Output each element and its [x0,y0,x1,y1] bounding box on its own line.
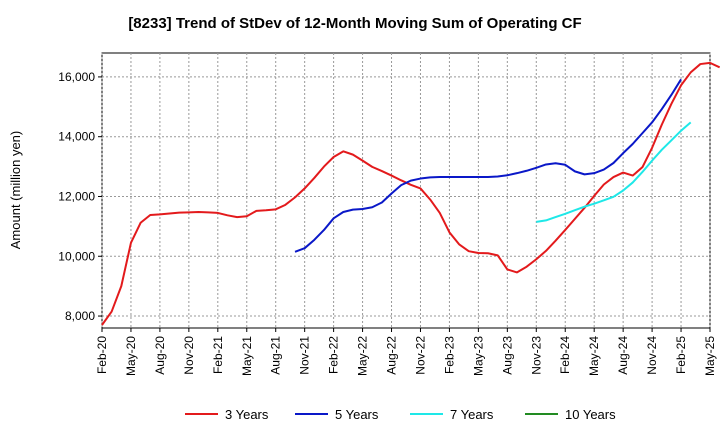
series-line-5-years [294,78,682,253]
series-line-3-years [101,61,720,326]
y-tick-label: 8,000 [65,309,95,323]
x-tick-label: May-23 [471,336,485,376]
x-tick-label: Nov-21 [298,336,312,375]
series-lines [101,61,720,326]
y-tick-label: 16,000 [58,70,95,84]
legend-label: 3 Years [225,407,269,422]
x-tick-label: Feb-22 [327,336,341,374]
x-tick-label: May-21 [240,336,254,376]
x-tick-label: May-20 [124,336,138,376]
x-tick-label: Feb-24 [558,336,572,374]
y-tick-label: 12,000 [58,189,95,203]
y-tick-label: 14,000 [58,130,95,144]
x-tick-label: May-25 [703,336,717,376]
x-tick-label: Aug-20 [153,336,167,375]
x-tick-label: Nov-20 [182,336,196,375]
series-line-7-years [536,121,692,223]
plot-area [101,52,711,329]
x-tick-label: Aug-21 [269,336,283,375]
x-tick-label: Aug-24 [616,336,630,375]
legend-label: 5 Years [335,407,379,422]
y-axis-ticks: 8,000 10,000 12,000 14,000 16,000 [58,70,102,323]
x-tick-label: Nov-23 [529,336,543,375]
x-tick-label: May-22 [356,336,370,376]
x-tick-label: Feb-25 [674,336,688,374]
legend-label: 7 Years [450,407,494,422]
y-tick-label: 10,000 [58,249,95,263]
x-tick-label: Nov-22 [413,336,427,375]
x-tick-label: Aug-23 [500,336,514,375]
y-axis-label: Amount (million yen) [8,131,23,250]
x-tick-label: Feb-21 [211,336,225,374]
x-axis-ticks: Feb-20 May-20 Aug-20 Nov-20 Feb-21 May-21 Aug-… [95,328,717,376]
x-tick-label: May-24 [587,336,601,376]
legend: 3 Years 5 Years 7 Years 10 Years [185,407,616,422]
legend-label: 10 Years [565,407,616,422]
x-tick-label: Aug-22 [385,336,399,375]
x-tick-label: Feb-23 [442,336,456,374]
chart-title: [8233] Trend of StDev of 12-Month Moving… [128,15,581,32]
x-tick-label: Feb-20 [95,336,109,374]
x-tick-label: Nov-24 [645,336,659,375]
